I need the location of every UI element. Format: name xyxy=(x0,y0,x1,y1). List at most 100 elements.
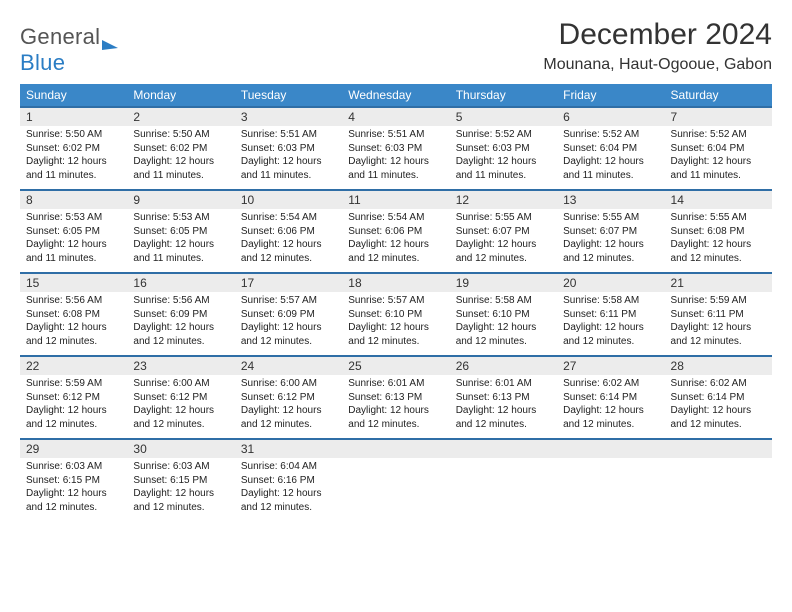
day-detail-cell: Sunrise: 5:53 AMSunset: 6:05 PMDaylight:… xyxy=(20,209,127,273)
sunrise-line: Sunrise: 5:51 AM xyxy=(241,128,336,142)
day-number-cell: 9 xyxy=(127,190,234,209)
daylight-line: Daylight: 12 hours and 12 minutes. xyxy=(133,404,228,431)
day-number-cell: 8 xyxy=(20,190,127,209)
day-detail-cell: Sunrise: 5:59 AMSunset: 6:11 PMDaylight:… xyxy=(665,292,772,356)
day-detail-cell: Sunrise: 5:55 AMSunset: 6:07 PMDaylight:… xyxy=(557,209,664,273)
sunset-line: Sunset: 6:09 PM xyxy=(241,308,336,322)
sunrise-line: Sunrise: 6:02 AM xyxy=(671,377,766,391)
daylight-line: Daylight: 12 hours and 12 minutes. xyxy=(241,321,336,348)
day-detail-cell xyxy=(450,458,557,522)
day-detail-cell: Sunrise: 5:53 AMSunset: 6:05 PMDaylight:… xyxy=(127,209,234,273)
weekday-header: Wednesday xyxy=(342,84,449,107)
day-detail-cell: Sunrise: 5:52 AMSunset: 6:04 PMDaylight:… xyxy=(557,126,664,190)
page: General Blue December 2024 Mounana, Haut… xyxy=(0,0,792,532)
calendar-body: 1234567Sunrise: 5:50 AMSunset: 6:02 PMDa… xyxy=(20,107,772,522)
day-detail-cell: Sunrise: 5:58 AMSunset: 6:11 PMDaylight:… xyxy=(557,292,664,356)
sunset-line: Sunset: 6:07 PM xyxy=(563,225,658,239)
day-number-cell xyxy=(450,439,557,458)
sunset-line: Sunset: 6:14 PM xyxy=(563,391,658,405)
sunset-line: Sunset: 6:10 PM xyxy=(348,308,443,322)
sunrise-line: Sunrise: 6:02 AM xyxy=(563,377,658,391)
day-detail-cell: Sunrise: 5:55 AMSunset: 6:08 PMDaylight:… xyxy=(665,209,772,273)
title-block: December 2024 Mounana, Haut-Ogooue, Gabo… xyxy=(543,18,772,74)
sunrise-line: Sunrise: 5:56 AM xyxy=(26,294,121,308)
sunrise-line: Sunrise: 5:52 AM xyxy=(563,128,658,142)
day-detail-cell: Sunrise: 5:54 AMSunset: 6:06 PMDaylight:… xyxy=(235,209,342,273)
daylight-line: Daylight: 12 hours and 11 minutes. xyxy=(133,238,228,265)
week-body-row: Sunrise: 5:50 AMSunset: 6:02 PMDaylight:… xyxy=(20,126,772,190)
week-date-row: 22232425262728 xyxy=(20,356,772,375)
brand-logo: General Blue xyxy=(20,18,118,76)
daylight-line: Daylight: 12 hours and 12 minutes. xyxy=(563,404,658,431)
day-number-cell: 1 xyxy=(20,107,127,126)
sunset-line: Sunset: 6:02 PM xyxy=(26,142,121,156)
brand-triangle-icon xyxy=(102,40,118,50)
sunset-line: Sunset: 6:07 PM xyxy=(456,225,551,239)
day-detail-cell: Sunrise: 5:58 AMSunset: 6:10 PMDaylight:… xyxy=(450,292,557,356)
week-date-row: 15161718192021 xyxy=(20,273,772,292)
sunrise-line: Sunrise: 6:04 AM xyxy=(241,460,336,474)
daylight-line: Daylight: 12 hours and 11 minutes. xyxy=(456,155,551,182)
sunrise-line: Sunrise: 5:55 AM xyxy=(563,211,658,225)
day-detail-cell xyxy=(342,458,449,522)
daylight-line: Daylight: 12 hours and 12 minutes. xyxy=(241,238,336,265)
sunset-line: Sunset: 6:06 PM xyxy=(348,225,443,239)
week-date-row: 293031 xyxy=(20,439,772,458)
sunrise-line: Sunrise: 5:57 AM xyxy=(241,294,336,308)
sunrise-line: Sunrise: 5:59 AM xyxy=(26,377,121,391)
sunrise-line: Sunrise: 6:01 AM xyxy=(456,377,551,391)
sunrise-line: Sunrise: 6:00 AM xyxy=(133,377,228,391)
daylight-line: Daylight: 12 hours and 12 minutes. xyxy=(348,238,443,265)
sunrise-line: Sunrise: 5:58 AM xyxy=(456,294,551,308)
sunrise-line: Sunrise: 6:00 AM xyxy=(241,377,336,391)
sunset-line: Sunset: 6:04 PM xyxy=(671,142,766,156)
daylight-line: Daylight: 12 hours and 12 minutes. xyxy=(456,238,551,265)
daylight-line: Daylight: 12 hours and 12 minutes. xyxy=(241,404,336,431)
daylight-line: Daylight: 12 hours and 11 minutes. xyxy=(563,155,658,182)
week-date-row: 1234567 xyxy=(20,107,772,126)
day-number-cell xyxy=(557,439,664,458)
day-number-cell: 30 xyxy=(127,439,234,458)
daylight-line: Daylight: 12 hours and 12 minutes. xyxy=(26,321,121,348)
weekday-header: Sunday xyxy=(20,84,127,107)
sunset-line: Sunset: 6:02 PM xyxy=(133,142,228,156)
day-number-cell: 24 xyxy=(235,356,342,375)
day-number-cell: 20 xyxy=(557,273,664,292)
weekday-header-row: Sunday Monday Tuesday Wednesday Thursday… xyxy=(20,84,772,107)
day-detail-cell: Sunrise: 6:00 AMSunset: 6:12 PMDaylight:… xyxy=(127,375,234,439)
day-detail-cell: Sunrise: 5:55 AMSunset: 6:07 PMDaylight:… xyxy=(450,209,557,273)
day-detail-cell: Sunrise: 5:52 AMSunset: 6:03 PMDaylight:… xyxy=(450,126,557,190)
sunset-line: Sunset: 6:11 PM xyxy=(671,308,766,322)
daylight-line: Daylight: 12 hours and 12 minutes. xyxy=(26,404,121,431)
day-detail-cell: Sunrise: 6:02 AMSunset: 6:14 PMDaylight:… xyxy=(665,375,772,439)
header-row: General Blue December 2024 Mounana, Haut… xyxy=(20,18,772,76)
day-number-cell: 17 xyxy=(235,273,342,292)
day-detail-cell xyxy=(665,458,772,522)
sunrise-line: Sunrise: 5:55 AM xyxy=(456,211,551,225)
week-body-row: Sunrise: 6:03 AMSunset: 6:15 PMDaylight:… xyxy=(20,458,772,522)
sunrise-line: Sunrise: 5:50 AM xyxy=(26,128,121,142)
daylight-line: Daylight: 12 hours and 12 minutes. xyxy=(133,321,228,348)
day-detail-cell: Sunrise: 5:50 AMSunset: 6:02 PMDaylight:… xyxy=(20,126,127,190)
sunrise-line: Sunrise: 6:03 AM xyxy=(26,460,121,474)
daylight-line: Daylight: 12 hours and 11 minutes. xyxy=(133,155,228,182)
daylight-line: Daylight: 12 hours and 12 minutes. xyxy=(671,321,766,348)
sunrise-line: Sunrise: 5:53 AM xyxy=(133,211,228,225)
sunset-line: Sunset: 6:15 PM xyxy=(26,474,121,488)
location-subtitle: Mounana, Haut-Ogooue, Gabon xyxy=(543,56,772,74)
sunset-line: Sunset: 6:13 PM xyxy=(456,391,551,405)
daylight-line: Daylight: 12 hours and 12 minutes. xyxy=(563,321,658,348)
day-detail-cell: Sunrise: 5:51 AMSunset: 6:03 PMDaylight:… xyxy=(235,126,342,190)
weekday-header: Saturday xyxy=(665,84,772,107)
day-number-cell: 7 xyxy=(665,107,772,126)
day-detail-cell: Sunrise: 5:54 AMSunset: 6:06 PMDaylight:… xyxy=(342,209,449,273)
weekday-header: Tuesday xyxy=(235,84,342,107)
logo-stack: General Blue xyxy=(20,24,118,76)
sunset-line: Sunset: 6:03 PM xyxy=(241,142,336,156)
sunset-line: Sunset: 6:06 PM xyxy=(241,225,336,239)
daylight-line: Daylight: 12 hours and 12 minutes. xyxy=(26,487,121,514)
day-number-cell: 19 xyxy=(450,273,557,292)
day-number-cell: 2 xyxy=(127,107,234,126)
weekday-header: Thursday xyxy=(450,84,557,107)
day-number-cell: 18 xyxy=(342,273,449,292)
